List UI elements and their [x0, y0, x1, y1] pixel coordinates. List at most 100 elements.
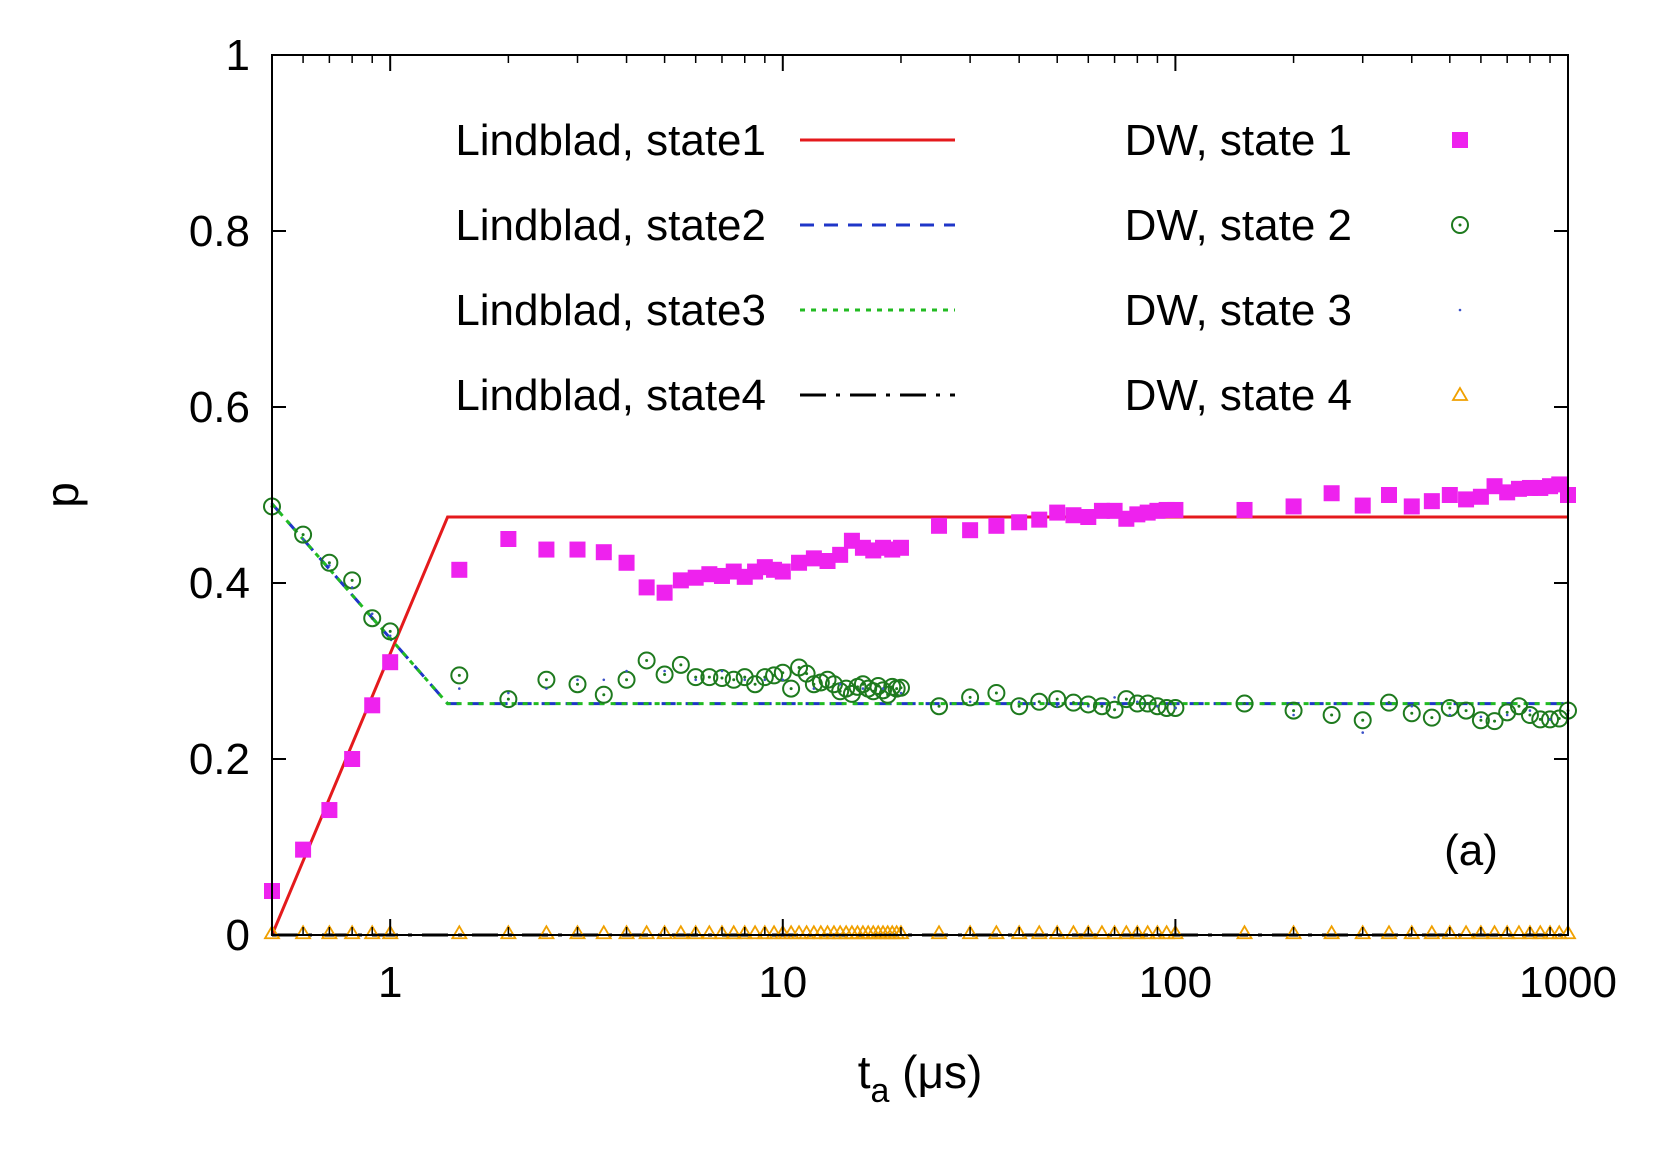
series-points-3	[270, 502, 1570, 734]
data-point	[1510, 924, 1528, 940]
data-point-center	[1557, 717, 1561, 721]
plot-frame	[271, 54, 1569, 936]
data-point	[812, 687, 816, 690]
data-point	[1166, 924, 1184, 940]
data-point	[602, 678, 606, 682]
data-point	[819, 553, 836, 569]
data-point	[672, 924, 690, 940]
data-point	[1458, 491, 1475, 508]
data-point-ring	[755, 668, 774, 687]
data-point	[343, 571, 362, 590]
data-point-ring	[874, 681, 893, 700]
data-point	[763, 678, 767, 682]
data-point	[1485, 924, 1504, 940]
data-point	[507, 691, 510, 695]
data-point	[687, 569, 704, 586]
data-point-center	[1100, 704, 1104, 708]
data-point-center	[457, 673, 461, 677]
data-point	[1550, 924, 1568, 940]
data-point-center	[1361, 718, 1365, 722]
data-point	[1093, 502, 1110, 519]
data-point-ring	[1379, 693, 1398, 712]
data-point	[1509, 697, 1528, 716]
data-point-center	[1243, 702, 1247, 706]
data-point	[1403, 924, 1421, 940]
data-point-ring	[320, 553, 339, 572]
data-point-center	[1517, 704, 1521, 708]
series-points-2	[263, 497, 1577, 731]
data-point-ring	[1148, 697, 1167, 716]
data-point	[1472, 924, 1490, 940]
data-point	[595, 544, 612, 561]
data-point-ring	[837, 679, 856, 698]
data-point	[962, 522, 979, 539]
data-point	[1486, 478, 1503, 495]
data-point	[1236, 501, 1253, 518]
data-point-center	[1493, 719, 1497, 723]
data-point-ring	[1322, 706, 1341, 724]
data-point-center	[1037, 700, 1041, 704]
data-point-center	[663, 673, 667, 677]
data-point-center	[1538, 717, 1542, 721]
data-point-ring	[1105, 700, 1124, 719]
data-point	[263, 924, 281, 940]
data-point-center	[1430, 716, 1434, 720]
data-point	[301, 537, 305, 541]
data-point	[1093, 924, 1111, 940]
data-point	[1472, 488, 1489, 505]
data-point	[1139, 924, 1157, 940]
data-point	[1055, 704, 1059, 708]
data-point	[1353, 711, 1372, 730]
legend-label-line: Lindblad, state4	[455, 371, 766, 420]
data-point-ring	[930, 697, 949, 716]
data-point	[1117, 924, 1135, 940]
data-point	[343, 924, 361, 940]
data-point	[774, 924, 792, 940]
data-point	[1106, 924, 1124, 940]
data-point	[700, 668, 719, 687]
data-point	[1010, 924, 1028, 940]
x-axis-label-main: t	[858, 1046, 871, 1098]
data-point	[568, 924, 587, 940]
data-point-ring	[1079, 695, 1098, 714]
data-point	[961, 924, 979, 940]
legend-label-points: DW, state 3	[1125, 286, 1352, 335]
data-point	[294, 924, 312, 940]
data-point-ring	[1235, 694, 1254, 713]
data-point	[1402, 704, 1421, 723]
data-point-center	[679, 663, 683, 667]
data-point-center	[866, 687, 870, 691]
data-point-center	[899, 686, 903, 690]
data-point	[1128, 924, 1146, 940]
data-point	[450, 666, 469, 685]
data-point-ring	[294, 525, 313, 544]
data-point	[1457, 701, 1476, 720]
data-point	[781, 678, 785, 682]
data-point	[1030, 924, 1048, 940]
data-point	[671, 655, 690, 674]
data-point-ring	[671, 655, 690, 674]
data-point	[617, 670, 636, 689]
series-line-1	[270, 515, 1568, 936]
data-point	[1448, 713, 1452, 717]
legend-label-points: DW, state 4	[1125, 371, 1352, 420]
data-point	[892, 924, 910, 940]
data-point	[1138, 694, 1157, 713]
data-point	[1017, 700, 1021, 704]
data-point	[656, 584, 673, 601]
data-point	[1531, 924, 1549, 940]
data-point	[617, 924, 636, 940]
data-point-center	[1479, 718, 1483, 722]
data-point	[321, 802, 338, 819]
data-point-center	[1448, 706, 1452, 710]
data-point	[987, 684, 1006, 702]
data-point-center	[370, 616, 374, 620]
data-point-center	[1505, 710, 1509, 714]
data-point-ring	[381, 622, 400, 641]
data-point-center	[1017, 704, 1021, 708]
data-point-ring	[637, 651, 656, 670]
data-point-center	[994, 691, 998, 695]
data-point	[363, 924, 381, 940]
data-point	[625, 669, 628, 673]
